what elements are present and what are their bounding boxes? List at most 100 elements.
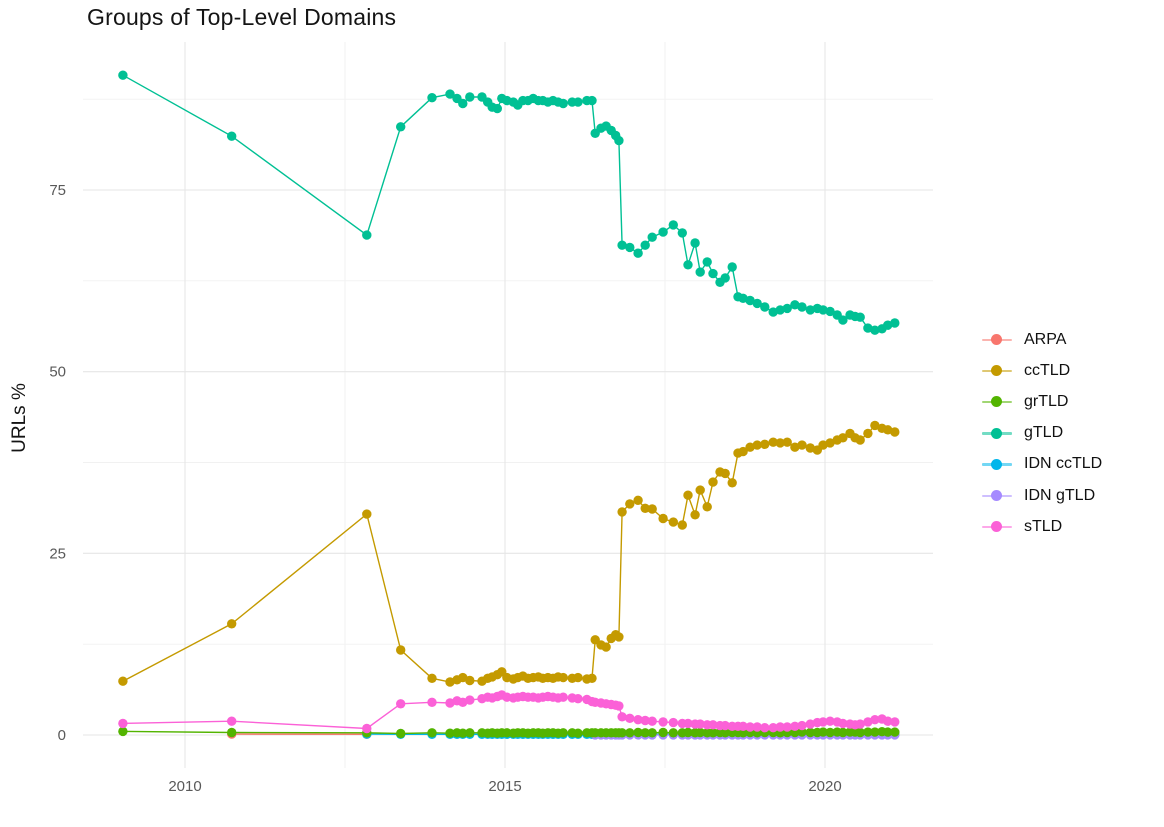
data-point [797,727,807,737]
legend-key-icon [982,365,1012,377]
legend-item-gtld: gTLD [982,418,1102,449]
data-point [458,98,468,109]
data-point [587,673,597,683]
chart-title: Groups of Top-Level Domains [87,4,397,30]
data-point [760,723,770,733]
data-point [870,727,880,737]
data-point [396,122,406,132]
data-point [760,439,770,449]
series-grtld [118,726,900,739]
x-tick-label: 2015 [488,778,521,795]
data-point [702,257,712,267]
data-point [738,728,748,738]
data-point [614,135,624,146]
data-point [752,298,762,309]
data-point [838,433,848,443]
data-point [573,672,583,683]
legend-item-idn-cctld: IDN ccTLD [982,449,1102,480]
data-point [708,268,718,279]
data-point [658,717,668,727]
data-point [883,320,893,330]
data-point [617,240,627,250]
data-point [445,89,455,99]
data-point [855,312,865,322]
data-point [362,723,372,734]
data-point [601,642,611,652]
data-point [633,248,643,258]
data-point [625,499,635,509]
y-axis-title: URLs % [9,383,30,453]
data-point [782,303,792,314]
data-point [870,420,880,431]
data-point [745,722,755,732]
data-point [633,715,643,725]
data-point [465,728,475,738]
y-tick-label: 25 [49,545,66,562]
data-point [775,438,785,448]
data-point [782,437,792,447]
data-point [625,728,635,738]
data-point [752,722,762,732]
data-point [427,728,437,738]
data-point [640,715,650,726]
data-point [890,727,900,737]
legend-item-arpa: ARPA [982,324,1102,355]
data-point [838,315,848,325]
data-point [818,727,828,737]
data-point [683,260,693,270]
data-point [118,726,128,737]
data-point [790,721,800,731]
y-tick-label: 75 [49,182,66,199]
data-point [890,717,900,727]
data-point [683,490,693,500]
data-point [775,722,785,732]
data-point [614,632,624,642]
data-point [677,520,687,530]
data-point [614,701,624,711]
data-point [677,228,687,238]
data-point [427,697,437,707]
data-point [797,440,807,450]
legend-label: IDN ccTLD [1024,455,1103,473]
data-point [825,727,835,738]
data-point [647,716,657,726]
data-point [760,302,770,312]
data-point [640,240,650,250]
data-point [782,722,792,732]
data-point [658,513,668,524]
data-point [838,727,848,738]
data-point [768,437,778,447]
data-point [690,510,700,520]
y-tick-label: 0 [58,727,66,744]
data-point [690,238,700,248]
data-point [396,699,406,709]
data-point [890,427,900,437]
data-point [790,442,800,452]
data-point [883,425,893,435]
data-point [797,720,807,731]
series-stld [118,690,900,734]
data-point [647,728,657,738]
data-point [745,295,755,306]
data-point [118,676,128,686]
data-point [738,446,748,457]
data-point [752,440,762,450]
data-point [465,675,475,686]
data-point [445,728,455,738]
data-point [683,718,693,729]
legend-key-icon [982,490,1012,502]
data-point [720,468,730,479]
data-point [587,95,597,106]
series-line [122,74,896,331]
data-point [825,438,835,448]
data-point [668,517,678,527]
data-point [492,103,502,114]
data-point [855,435,865,445]
data-point [573,694,583,704]
data-point [727,262,737,272]
x-tick-label: 2020 [808,778,841,795]
legend-key-icon [982,427,1012,439]
data-point [625,242,635,253]
data-point [573,97,583,107]
data-point [465,92,475,102]
